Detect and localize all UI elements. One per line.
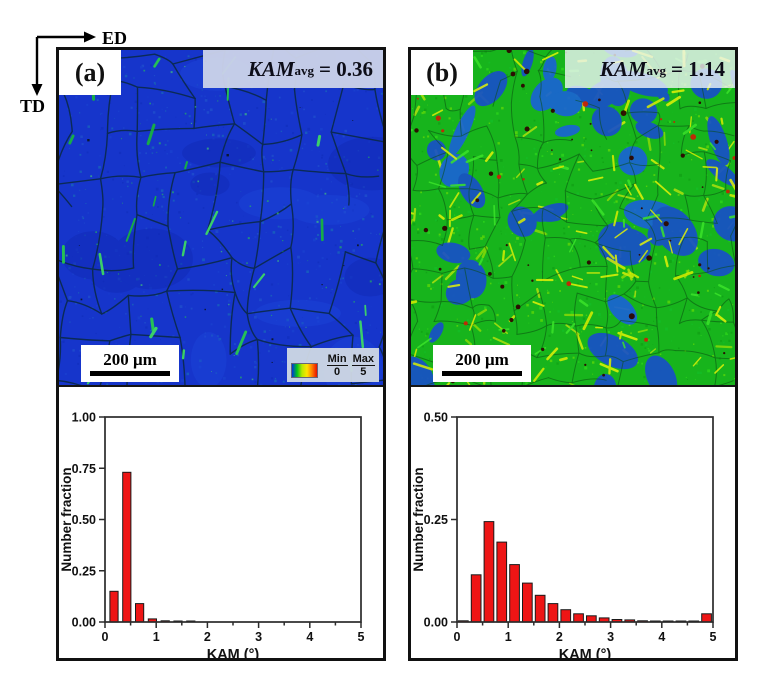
kam-map-b-texture (411, 50, 735, 385)
histogram-a-plot: 0 1 2 3 4 5 0.00 0.25 0.50 0.75 1.00 KAM (°) Number … (59, 411, 365, 664)
kam-gradient-icon (291, 363, 318, 378)
right-arrow-icon (84, 31, 96, 43)
legend-max-label: Max (351, 353, 375, 366)
scale-bar-a: 200 μm (81, 345, 179, 382)
histogram-a: 0 1 2 3 4 5 0.00 0.25 0.50 0.75 1.00 KAM (°) Number … (59, 387, 383, 664)
svg-text:0.50: 0.50 (424, 411, 448, 425)
svg-text:0.00: 0.00 (72, 616, 96, 630)
svg-text:3: 3 (255, 630, 262, 644)
kam-sub: avg (294, 63, 315, 78)
td-axis-label: TD (20, 96, 45, 116)
scale-bar-a-label: 200 μm (103, 350, 157, 369)
kam-term: KAM (247, 56, 295, 81)
kam-sub: avg (646, 63, 667, 78)
svg-text:0.25: 0.25 (72, 564, 96, 578)
svg-text:KAM (°): KAM (°) (559, 647, 612, 658)
svg-text:0.25: 0.25 (424, 513, 448, 527)
ed-axis-label: ED (102, 28, 127, 48)
svg-text:Number fraction: Number fraction (59, 467, 74, 571)
svg-text:2: 2 (556, 630, 563, 644)
panel-a-label: (a) (59, 50, 121, 95)
legend-min-value: 0 (334, 366, 341, 378)
svg-text:2: 2 (204, 630, 211, 644)
svg-text:0: 0 (102, 630, 109, 644)
kam-map-a: (a) KAM avg = 0.36 200 μm Min 0 Max 5 (59, 50, 383, 387)
svg-text:0.75: 0.75 (72, 462, 96, 476)
kam-map-a-texture (59, 50, 383, 385)
panel-a: (a) KAM avg = 0.36 200 μm Min 0 Max 5 (56, 47, 386, 664)
histogram-b-plot: 0 1 2 3 4 5 0.00 0.25 0.50 KAM (°) Number fraction (411, 411, 717, 664)
down-arrow-icon (31, 84, 43, 96)
svg-text:0: 0 (454, 630, 461, 644)
svg-text:3: 3 (607, 630, 614, 644)
kam-color-legend: Min 0 Max 5 (287, 348, 379, 382)
panel-b: (b) KAM avg = 1.14 200 μm 0 1 2 3 4 5 0.00 0.25 0.… (408, 47, 738, 664)
svg-text:5: 5 (358, 630, 365, 644)
svg-text:1: 1 (153, 630, 160, 644)
kam-avg-badge-a: KAM avg = 0.36 (203, 50, 383, 88)
kam-avg-badge-b: KAM avg = 1.14 (565, 50, 735, 88)
panel-b-label: (b) (411, 50, 473, 95)
histogram-b: 0 1 2 3 4 5 0.00 0.25 0.50 KAM (°) Number fraction (411, 387, 735, 664)
svg-text:KAM (°): KAM (°) (207, 647, 260, 658)
scale-bar-b: 200 μm (433, 345, 531, 382)
scale-bar-a-rule (90, 371, 170, 376)
svg-text:4: 4 (658, 630, 665, 644)
svg-text:Number fraction: Number fraction (411, 467, 426, 571)
scale-bar-b-label: 200 μm (455, 350, 509, 369)
kam-value-a: = 0.36 (319, 56, 373, 81)
svg-text:4: 4 (306, 630, 313, 644)
svg-text:1: 1 (505, 630, 512, 644)
kam-value-b: = 1.14 (671, 56, 725, 81)
svg-text:1.00: 1.00 (72, 411, 96, 425)
legend-min-label: Min (326, 353, 348, 366)
arrow-icons (31, 31, 96, 96)
svg-text:5: 5 (710, 630, 717, 644)
orientation-axes: ED TD (20, 28, 127, 116)
kam-map-b: (b) KAM avg = 1.14 200 μm (411, 50, 735, 387)
scale-bar-b-rule (442, 371, 522, 376)
svg-text:0.00: 0.00 (424, 616, 448, 630)
svg-text:0.50: 0.50 (72, 513, 96, 527)
legend-max-value: 5 (360, 366, 367, 378)
kam-term: KAM (599, 56, 647, 81)
